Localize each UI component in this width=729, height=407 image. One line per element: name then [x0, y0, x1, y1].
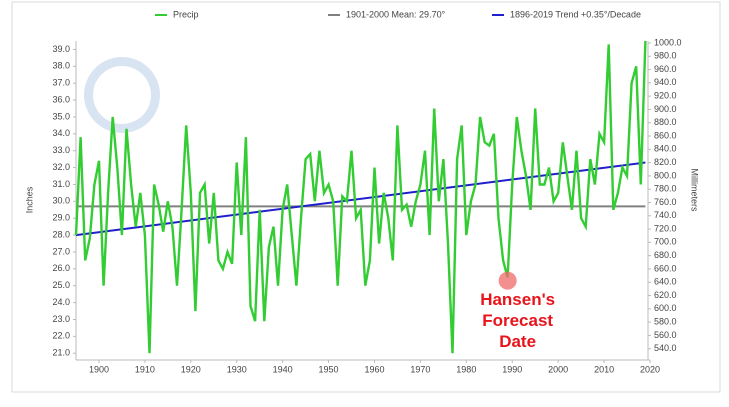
- y2-tick-label: 820.0: [654, 157, 677, 167]
- x-tick-label: 1990: [502, 364, 522, 374]
- y2-tick-label: 880.0: [654, 117, 677, 127]
- x-tick-label: 1910: [135, 364, 155, 374]
- y2-tick-label: 1000.0: [654, 37, 682, 47]
- y-tick-label: 29.0: [52, 213, 70, 223]
- y2-tick-label: 680.0: [654, 250, 677, 260]
- annotation-text: Forecast: [482, 311, 553, 330]
- x-tick-label: 1980: [456, 364, 476, 374]
- y2-tick-label: 720.0: [654, 223, 677, 233]
- logo-text: NOAA: [103, 71, 142, 86]
- y2-tick-label: 900.0: [654, 104, 677, 114]
- y2-tick-label: 700.0: [654, 237, 677, 247]
- x-tick-label: 2010: [594, 364, 614, 374]
- y-tick-label: 39.0: [52, 44, 70, 54]
- legend-label: Precip: [173, 9, 199, 19]
- x-tick-label: 1930: [227, 364, 247, 374]
- y-tick-label: 24.0: [52, 297, 70, 307]
- annotation-text: Date: [499, 332, 536, 351]
- x-tick-label: 1940: [273, 364, 293, 374]
- y-tick-label: 30.0: [52, 196, 70, 206]
- x-tick-label: 1900: [89, 364, 109, 374]
- y2-axis-title: Millimeters: [690, 168, 700, 212]
- y2-tick-label: 960.0: [654, 64, 677, 74]
- y2-tick-label: 640.0: [654, 277, 677, 287]
- legend-label: 1896-2019 Trend +0.35°/Decade: [510, 9, 641, 19]
- x-tick-label: 1920: [181, 364, 201, 374]
- y2-tick-label: 600.0: [654, 303, 677, 313]
- y-tick-label: 33.0: [52, 145, 70, 155]
- y2-tick-label: 580.0: [654, 316, 677, 326]
- y2-tick-label: 980.0: [654, 51, 677, 61]
- y-tick-label: 34.0: [52, 128, 70, 138]
- y2-tick-label: 920.0: [654, 91, 677, 101]
- series-line: [74, 40, 647, 354]
- y-tick-label: 23.0: [52, 314, 70, 324]
- y2-tick-label: 860.0: [654, 130, 677, 140]
- x-tick-label: 1960: [364, 364, 384, 374]
- logo-inner: [93, 66, 151, 124]
- y2-tick-label: 740.0: [654, 210, 677, 220]
- y2-tick-label: 780.0: [654, 184, 677, 194]
- y-tick-label: 35.0: [52, 111, 70, 121]
- y-tick-label: 38.0: [52, 61, 70, 71]
- y-tick-label: 21.0: [52, 348, 70, 358]
- logo: NOAA: [84, 57, 160, 133]
- annotation-text: Hansen's: [480, 290, 555, 309]
- y-tick-label: 37.0: [52, 78, 70, 88]
- y-tick-label: 36.0: [52, 94, 70, 104]
- x-tick-label: 1950: [319, 364, 339, 374]
- y-tick-label: 28.0: [52, 229, 70, 239]
- y2-tick-label: 560.0: [654, 330, 677, 340]
- x-tick-label: 2020: [640, 364, 660, 374]
- y2-tick-label: 540.0: [654, 343, 677, 353]
- y-tick-label: 27.0: [52, 246, 70, 256]
- y-tick-label: 31.0: [52, 179, 70, 189]
- y-tick-label: 26.0: [52, 263, 70, 273]
- x-tick-label: 1970: [410, 364, 430, 374]
- y2-tick-label: 660.0: [654, 263, 677, 273]
- logo-ring: [84, 57, 160, 133]
- y2-tick-label: 940.0: [654, 77, 677, 87]
- y-tick-label: 22.0: [52, 331, 70, 341]
- y2-tick-label: 620.0: [654, 290, 677, 300]
- y2-tick-label: 760.0: [654, 197, 677, 207]
- x-tick-label: 2000: [548, 364, 568, 374]
- y-tick-label: 25.0: [52, 280, 70, 290]
- y-axis-title: Inches: [24, 186, 34, 213]
- frame: [11, 1, 721, 393]
- annotation-marker: [498, 271, 517, 290]
- legend-label: 1901-2000 Mean: 29.70°: [346, 9, 446, 19]
- y-tick-label: 32.0: [52, 162, 70, 172]
- y2-tick-label: 800.0: [654, 170, 677, 180]
- y2-tick-label: 840.0: [654, 144, 677, 154]
